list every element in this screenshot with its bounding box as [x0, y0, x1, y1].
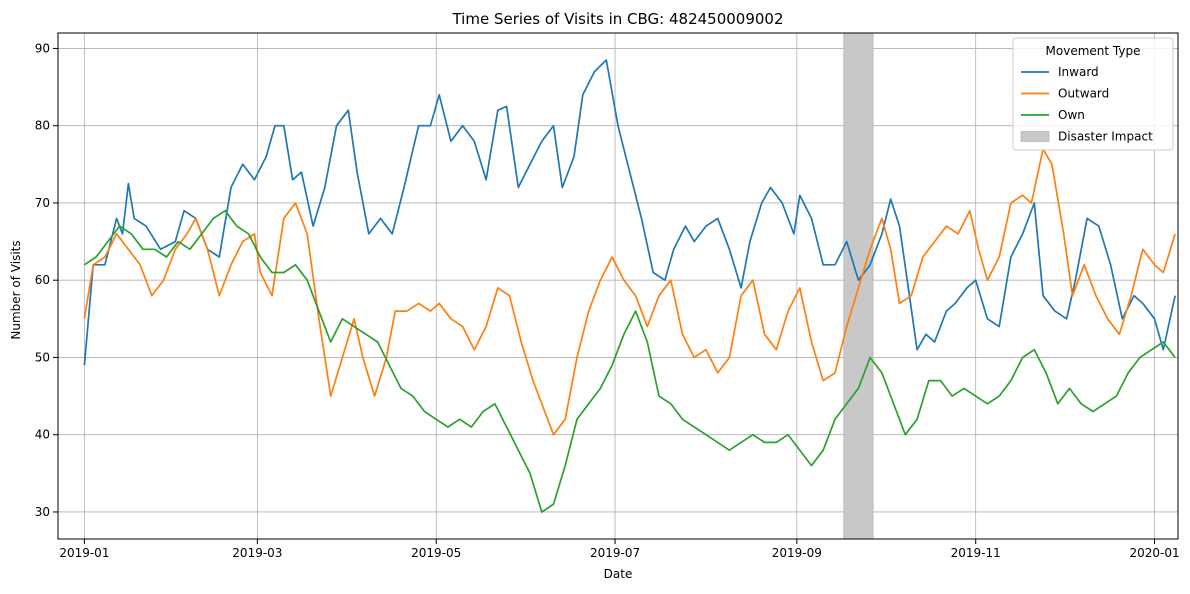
plot-area: 2019-01 2019-03 2019-05 2019-07 2019-09 2019-… — [35, 32, 1180, 560]
x-tick-label: 2019-07 — [590, 546, 640, 560]
y-tick-label: 90 — [35, 41, 50, 55]
y-tick-label: 30 — [35, 505, 50, 519]
legend-label-disaster-impact: Disaster Impact — [1058, 130, 1153, 144]
legend-title: Movement Type — [1046, 44, 1141, 58]
x-tick-label: 2019-01 — [59, 546, 109, 560]
series-line-inward — [83, 59, 1176, 366]
y-axis-label: Number of Visits — [9, 240, 23, 339]
x-axis-label: Date — [604, 567, 633, 581]
x-tick-label: 2019-05 — [411, 546, 461, 560]
plot-frame — [57, 32, 1179, 540]
legend-label-outward: Outward — [1058, 87, 1109, 101]
x-tick-label: 2019-09 — [772, 546, 822, 560]
legend-box — [1012, 37, 1174, 151]
series-line-outward — [83, 148, 1176, 436]
legend-label-own: Own — [1058, 108, 1085, 122]
legend-swatch-disaster-impact — [1020, 131, 1050, 142]
y-tick-label: 50 — [35, 350, 50, 364]
x-tick-label: 2019-03 — [232, 546, 282, 560]
series-line-own — [83, 209, 1176, 513]
x-tick-label: 2020-01 — [1129, 546, 1179, 560]
legend-label-inward: Inward — [1058, 65, 1099, 79]
chart-title: Time Series of Visits in CBG: 4824500090… — [451, 10, 783, 28]
y-tick-label: 40 — [35, 428, 50, 442]
legend: Movement Type Inward Outward Own Disaster Im… — [1012, 37, 1174, 151]
y-tick-label: 60 — [35, 273, 50, 287]
y-tick-label: 70 — [35, 196, 50, 210]
x-tick-label: 2019-11 — [951, 546, 1001, 560]
y-tick-label: 80 — [35, 119, 50, 133]
